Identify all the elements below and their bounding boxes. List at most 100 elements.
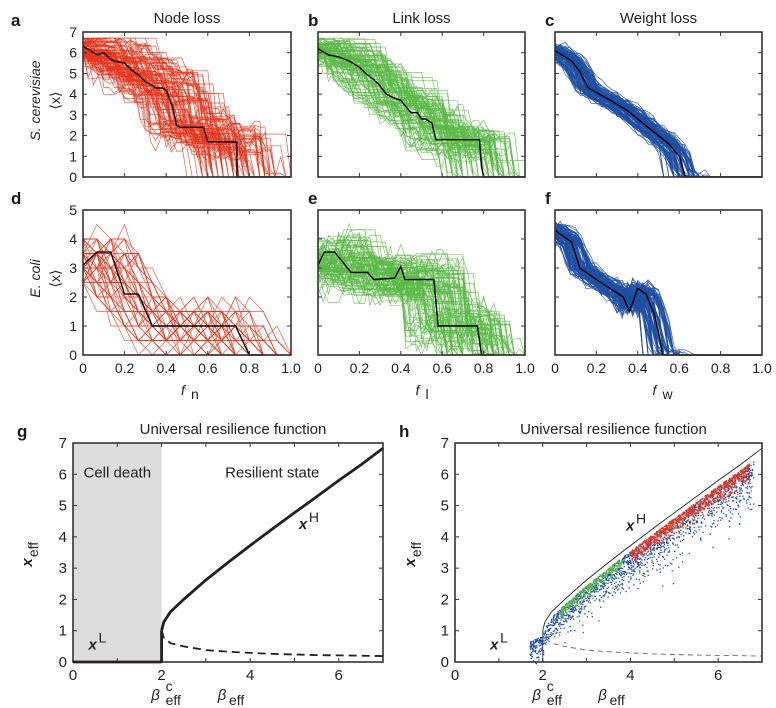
scatter-point	[619, 571, 621, 573]
scatter-point	[614, 563, 616, 565]
scatter-point	[738, 474, 740, 476]
scatter-point	[593, 586, 595, 588]
scatter-point	[650, 535, 652, 537]
scatter-point	[649, 537, 651, 539]
scatter-point	[633, 551, 635, 554]
scatter-point	[566, 611, 568, 614]
scatter-point	[712, 489, 714, 492]
scatter-point	[558, 623, 560, 625]
scatter-point	[729, 482, 731, 484]
scatter-point	[628, 562, 630, 564]
scatter-point	[742, 476, 744, 479]
scatter-point	[749, 478, 751, 481]
scatter-point	[667, 527, 669, 529]
scatter-point	[646, 561, 648, 564]
scatter-point	[543, 636, 545, 638]
scatter-point	[583, 591, 585, 593]
scatter-point	[566, 613, 568, 615]
scatter-point	[671, 570, 673, 572]
scatter-point	[708, 514, 710, 517]
scatter-point	[671, 530, 673, 533]
scatter-point	[702, 531, 704, 534]
scatter-point	[593, 589, 595, 591]
scatter-point	[582, 603, 584, 606]
scatter-point	[630, 564, 632, 567]
scatter-point	[593, 590, 595, 592]
scatter-point	[658, 542, 660, 544]
scatter-point	[561, 609, 563, 611]
scatter-point	[553, 623, 556, 626]
scatter-point	[721, 485, 723, 487]
scatter-point	[620, 563, 622, 565]
scatter-point	[553, 623, 555, 625]
scatter-point	[741, 482, 743, 484]
scatter-point	[593, 591, 596, 593]
scatter-point	[611, 574, 613, 577]
scatter-point	[532, 640, 534, 643]
scatter-point	[615, 577, 617, 579]
scatter-point	[636, 558, 639, 560]
scatter-point	[685, 514, 687, 516]
scatter-point	[625, 571, 627, 573]
scatter-point	[651, 539, 653, 541]
scatter-point	[733, 482, 735, 484]
scatter-point	[655, 532, 657, 535]
scatter-point	[621, 586, 623, 589]
scatter-point	[699, 510, 701, 512]
scatter-point	[678, 519, 680, 521]
ensemble-line	[82, 42, 292, 178]
y-tick-label: 0	[59, 654, 67, 671]
scatter-point	[588, 587, 590, 589]
scatter-point	[728, 481, 730, 483]
scatter-point	[747, 470, 750, 472]
scatter-point	[671, 528, 673, 530]
scatter-point	[606, 579, 608, 582]
scatter-point	[529, 645, 531, 648]
scatter-point	[688, 552, 690, 555]
scatter-point	[681, 552, 683, 554]
scatter-point	[588, 599, 590, 601]
scatter-point	[728, 492, 730, 494]
scatter-point	[632, 570, 634, 572]
scatter-point	[741, 470, 744, 473]
scatter-point	[620, 583, 622, 586]
scatter-point	[659, 552, 661, 554]
scatter-point	[720, 511, 723, 513]
scatter-point	[689, 523, 691, 525]
scatter-point	[667, 528, 669, 531]
scatter-point	[689, 529, 692, 531]
ensemble-line	[554, 44, 696, 178]
scatter-point	[664, 528, 666, 530]
scatter-point	[627, 576, 630, 578]
scatter-point	[669, 536, 671, 538]
scatter-point	[730, 483, 732, 486]
scatter-point	[630, 573, 632, 575]
scatter-point	[697, 506, 700, 509]
scatter-point	[569, 625, 571, 628]
scatter-point	[720, 501, 723, 503]
scatter-point	[656, 534, 659, 537]
scatter-point	[647, 570, 649, 572]
scatter-point	[561, 616, 563, 618]
scatter-point	[641, 543, 643, 546]
y-tick-label: 6	[59, 466, 67, 483]
scatter-point	[630, 551, 633, 553]
scatter-point	[652, 540, 655, 542]
scatter-point	[638, 558, 640, 561]
scatter-point	[546, 634, 548, 636]
scatter-point	[599, 575, 601, 577]
scatter-point	[711, 513, 713, 515]
scatter-point	[565, 609, 567, 611]
scatter-point	[666, 527, 668, 529]
scatter-point	[628, 572, 631, 574]
scatter-point	[626, 556, 628, 558]
scatter-point	[697, 503, 699, 505]
scatter-point	[687, 516, 690, 518]
scatter-point	[708, 496, 710, 498]
scatter-point	[677, 525, 679, 528]
scatter-point	[552, 622, 555, 624]
scatter-point	[700, 515, 702, 517]
scatter-point	[636, 556, 639, 558]
scatter-point	[557, 614, 559, 616]
scatter-point	[630, 578, 632, 580]
